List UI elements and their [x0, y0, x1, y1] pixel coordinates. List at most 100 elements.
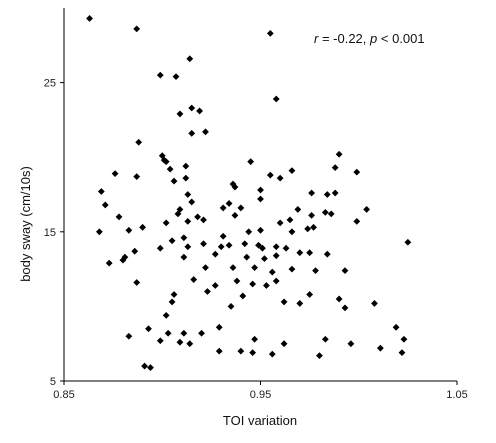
data-point	[308, 189, 315, 197]
data-point	[147, 364, 154, 371]
data-point	[176, 206, 184, 213]
data-point	[101, 201, 109, 209]
data-point	[392, 323, 400, 331]
data-point	[166, 165, 174, 173]
data-point	[198, 329, 205, 337]
data-point	[280, 340, 288, 348]
data-point	[215, 323, 223, 331]
data-point	[400, 335, 408, 343]
data-point	[251, 335, 259, 343]
data-point	[211, 250, 219, 258]
data-point	[156, 337, 164, 345]
data-point	[172, 73, 180, 81]
data-point	[133, 173, 141, 180]
data-point	[272, 243, 280, 251]
data-point	[141, 362, 148, 370]
data-point	[296, 249, 304, 257]
data-point	[200, 240, 207, 248]
data-point	[353, 168, 361, 176]
data-point	[266, 171, 274, 179]
data-point	[160, 156, 168, 164]
data-point	[266, 29, 274, 37]
data-point	[272, 95, 280, 103]
data-point	[321, 209, 329, 216]
data-point	[335, 295, 343, 303]
data-point	[257, 195, 264, 203]
data-point	[268, 350, 276, 358]
data-point	[168, 237, 176, 245]
data-point	[86, 15, 93, 22]
data-point	[276, 219, 284, 227]
data-point	[272, 277, 280, 285]
data-point	[280, 298, 288, 306]
data-point	[310, 223, 317, 231]
data-point	[182, 162, 190, 170]
data-point	[323, 191, 331, 198]
data-point	[135, 138, 143, 146]
data-point	[158, 152, 166, 160]
data-point	[182, 174, 190, 182]
data-point	[321, 335, 329, 343]
data-point	[188, 129, 196, 137]
data-point	[335, 150, 343, 158]
data-point	[202, 128, 209, 136]
data-point	[105, 259, 113, 267]
data-point	[247, 158, 255, 166]
data-point	[174, 210, 182, 218]
data-point	[188, 198, 196, 206]
data-point	[145, 325, 152, 333]
points-layer	[86, 15, 412, 371]
data-point	[237, 204, 245, 212]
data-point	[176, 338, 184, 346]
data-point	[131, 247, 139, 255]
data-point	[188, 104, 196, 112]
y-axis-title: body sway (cm/10s)	[18, 166, 33, 282]
data-point	[125, 332, 133, 340]
data-point	[139, 223, 146, 231]
data-point	[353, 217, 361, 225]
data-point	[306, 291, 314, 298]
data-point	[180, 329, 188, 337]
data-point	[125, 226, 133, 234]
data-point	[239, 292, 247, 300]
data-point	[225, 200, 233, 207]
data-point	[261, 255, 268, 263]
data-point	[184, 191, 192, 198]
data-point	[312, 267, 319, 274]
data-point	[162, 219, 170, 227]
data-point	[196, 107, 203, 115]
data-point	[231, 211, 239, 219]
correlation-annotation: r = -0.22, p < 0.001	[314, 31, 425, 46]
data-point	[194, 213, 202, 221]
data-point	[200, 216, 207, 224]
y-tick-label: 5	[50, 376, 56, 388]
annotation-p-text: < 0.001	[377, 31, 424, 46]
data-point	[249, 349, 257, 357]
data-point	[170, 291, 178, 298]
data-point	[331, 189, 339, 197]
data-point	[121, 253, 129, 261]
x-tick-label: 1.05	[446, 389, 467, 401]
data-point	[184, 217, 192, 225]
data-point	[341, 304, 349, 312]
data-point	[257, 226, 264, 234]
data-point	[257, 186, 264, 194]
x-axis-title: TOI variation	[223, 413, 297, 428]
data-point	[176, 110, 184, 118]
data-point	[241, 240, 249, 248]
data-point	[180, 253, 188, 261]
data-point	[202, 264, 209, 272]
data-point	[245, 228, 253, 236]
data-point	[162, 158, 170, 166]
data-point	[215, 347, 223, 355]
data-point	[180, 234, 188, 242]
data-point	[249, 280, 257, 288]
data-point	[288, 228, 296, 236]
data-point	[227, 303, 235, 310]
data-point	[97, 188, 105, 195]
data-point	[219, 232, 227, 240]
data-point	[231, 183, 239, 191]
data-point	[115, 213, 123, 221]
data-point	[294, 206, 302, 213]
